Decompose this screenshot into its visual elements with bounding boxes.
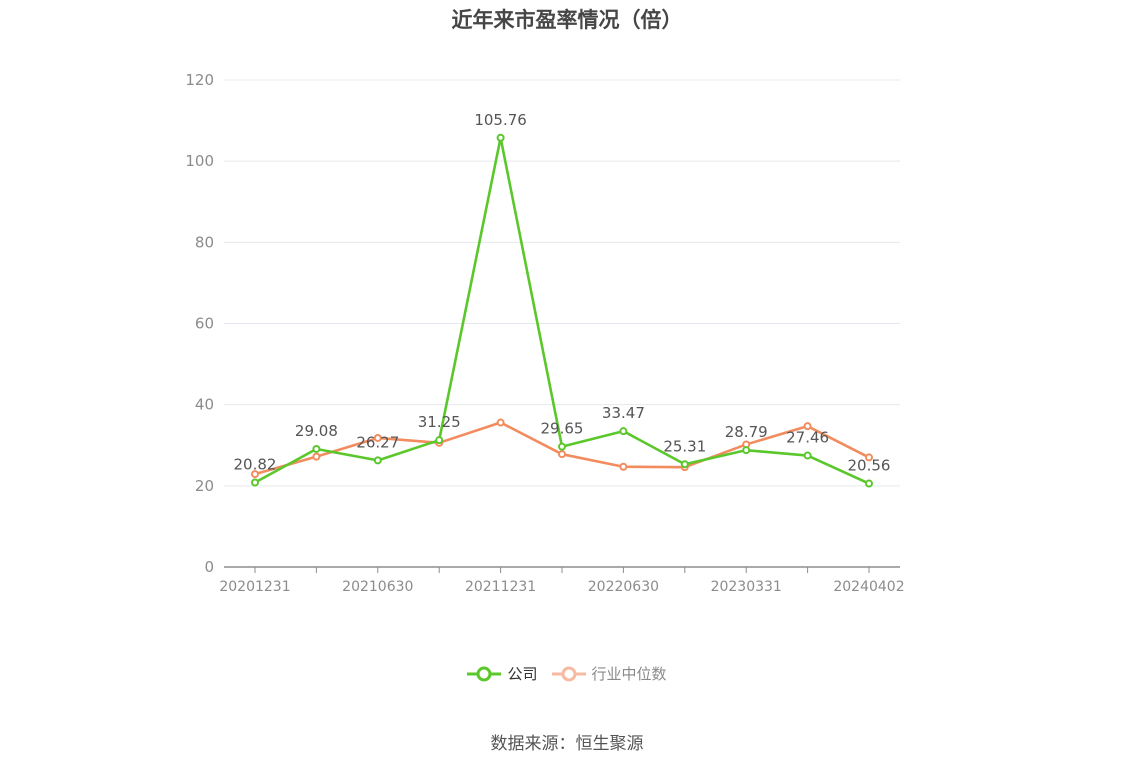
legend-label-company: 公司 — [507, 665, 538, 683]
data-label-20220331: 29.65 — [541, 420, 584, 438]
point-company-20211231 — [496, 133, 505, 142]
point-industry-20230630 — [803, 422, 812, 431]
data-label-20220630: 33.47 — [602, 404, 645, 422]
x-tick-label-20240402: 20240402 — [833, 579, 904, 595]
x-tick-label-20201231: 20201231 — [219, 579, 290, 595]
data-label-20240402: 20.56 — [848, 457, 891, 475]
data-labels: 20.82 29.08 26.27 31.25 105.76 29.65 33.47 25.3… — [234, 111, 891, 475]
grid-lines — [224, 79, 900, 487]
y-tick-label-120: 120 — [185, 71, 214, 89]
y-tick-label-80: 80 — [195, 233, 214, 251]
x-tick-label-20230331: 20230331 — [711, 579, 782, 595]
point-company-20210630 — [373, 456, 382, 465]
x-tick-label-20210630: 20210630 — [342, 579, 413, 595]
data-label-20201231: 20.82 — [234, 456, 277, 474]
y-tick-label-0: 0 — [204, 558, 214, 576]
legend-item-company[interactable]: 公司 — [467, 663, 538, 684]
point-company-20230331 — [742, 446, 751, 455]
point-industry-20211231 — [496, 418, 505, 427]
y-tick-label-40: 40 — [195, 396, 214, 414]
point-industry-20210331 — [312, 452, 321, 461]
point-industry-20210630 — [373, 433, 382, 442]
data-label-20220930: 25.31 — [663, 437, 706, 455]
data-label-20211231: 105.76 — [474, 111, 527, 129]
point-industry-20240402 — [865, 453, 873, 462]
series-group — [251, 133, 873, 488]
data-label-20230630: 27.46 — [786, 429, 829, 447]
y-tick-label-20: 20 — [195, 477, 214, 495]
legend-label-industry: 行业中位数 — [591, 665, 667, 683]
legend-company-icon — [467, 666, 502, 681]
y-tick-label-60: 60 — [195, 315, 214, 333]
point-company-20220630 — [619, 427, 628, 436]
point-company-20220331 — [558, 442, 566, 451]
point-company-20230630 — [803, 451, 812, 460]
x-tick-label-20211231: 20211231 — [465, 579, 536, 595]
point-company-20220930 — [680, 460, 689, 469]
data-label-20210331: 29.08 — [295, 422, 338, 440]
source-note: 数据来源：恒生聚源 — [490, 734, 644, 754]
legend-item-industry[interactable]: 行业中位数 — [551, 663, 667, 684]
point-industry-20220630 — [619, 462, 628, 471]
point-industry-20220331 — [558, 450, 566, 459]
x-tick-label-20220630: 20220630 — [588, 579, 659, 595]
chart-title: 近年来市盈率情况（倍） — [451, 8, 683, 32]
y-axis-ticks: 0 20 40 60 80 100 120 — [185, 71, 214, 576]
data-label-20210630: 26.27 — [356, 433, 399, 451]
point-company-20201231 — [251, 478, 259, 487]
point-company-20240402 — [865, 479, 873, 488]
data-label-20230331: 28.79 — [725, 423, 768, 441]
x-axis: 20201231 20210630 20211231 20220630 20230331… — [219, 566, 905, 595]
y-tick-label-100: 100 — [185, 152, 214, 170]
point-company-20210331 — [312, 444, 321, 453]
point-industry-20201231 — [251, 470, 259, 479]
point-company-20210930 — [435, 436, 444, 445]
data-label-20210930: 31.25 — [418, 413, 461, 431]
legend-industry-icon — [551, 666, 586, 681]
legend: 公司 行业中位数 — [0, 663, 1134, 684]
